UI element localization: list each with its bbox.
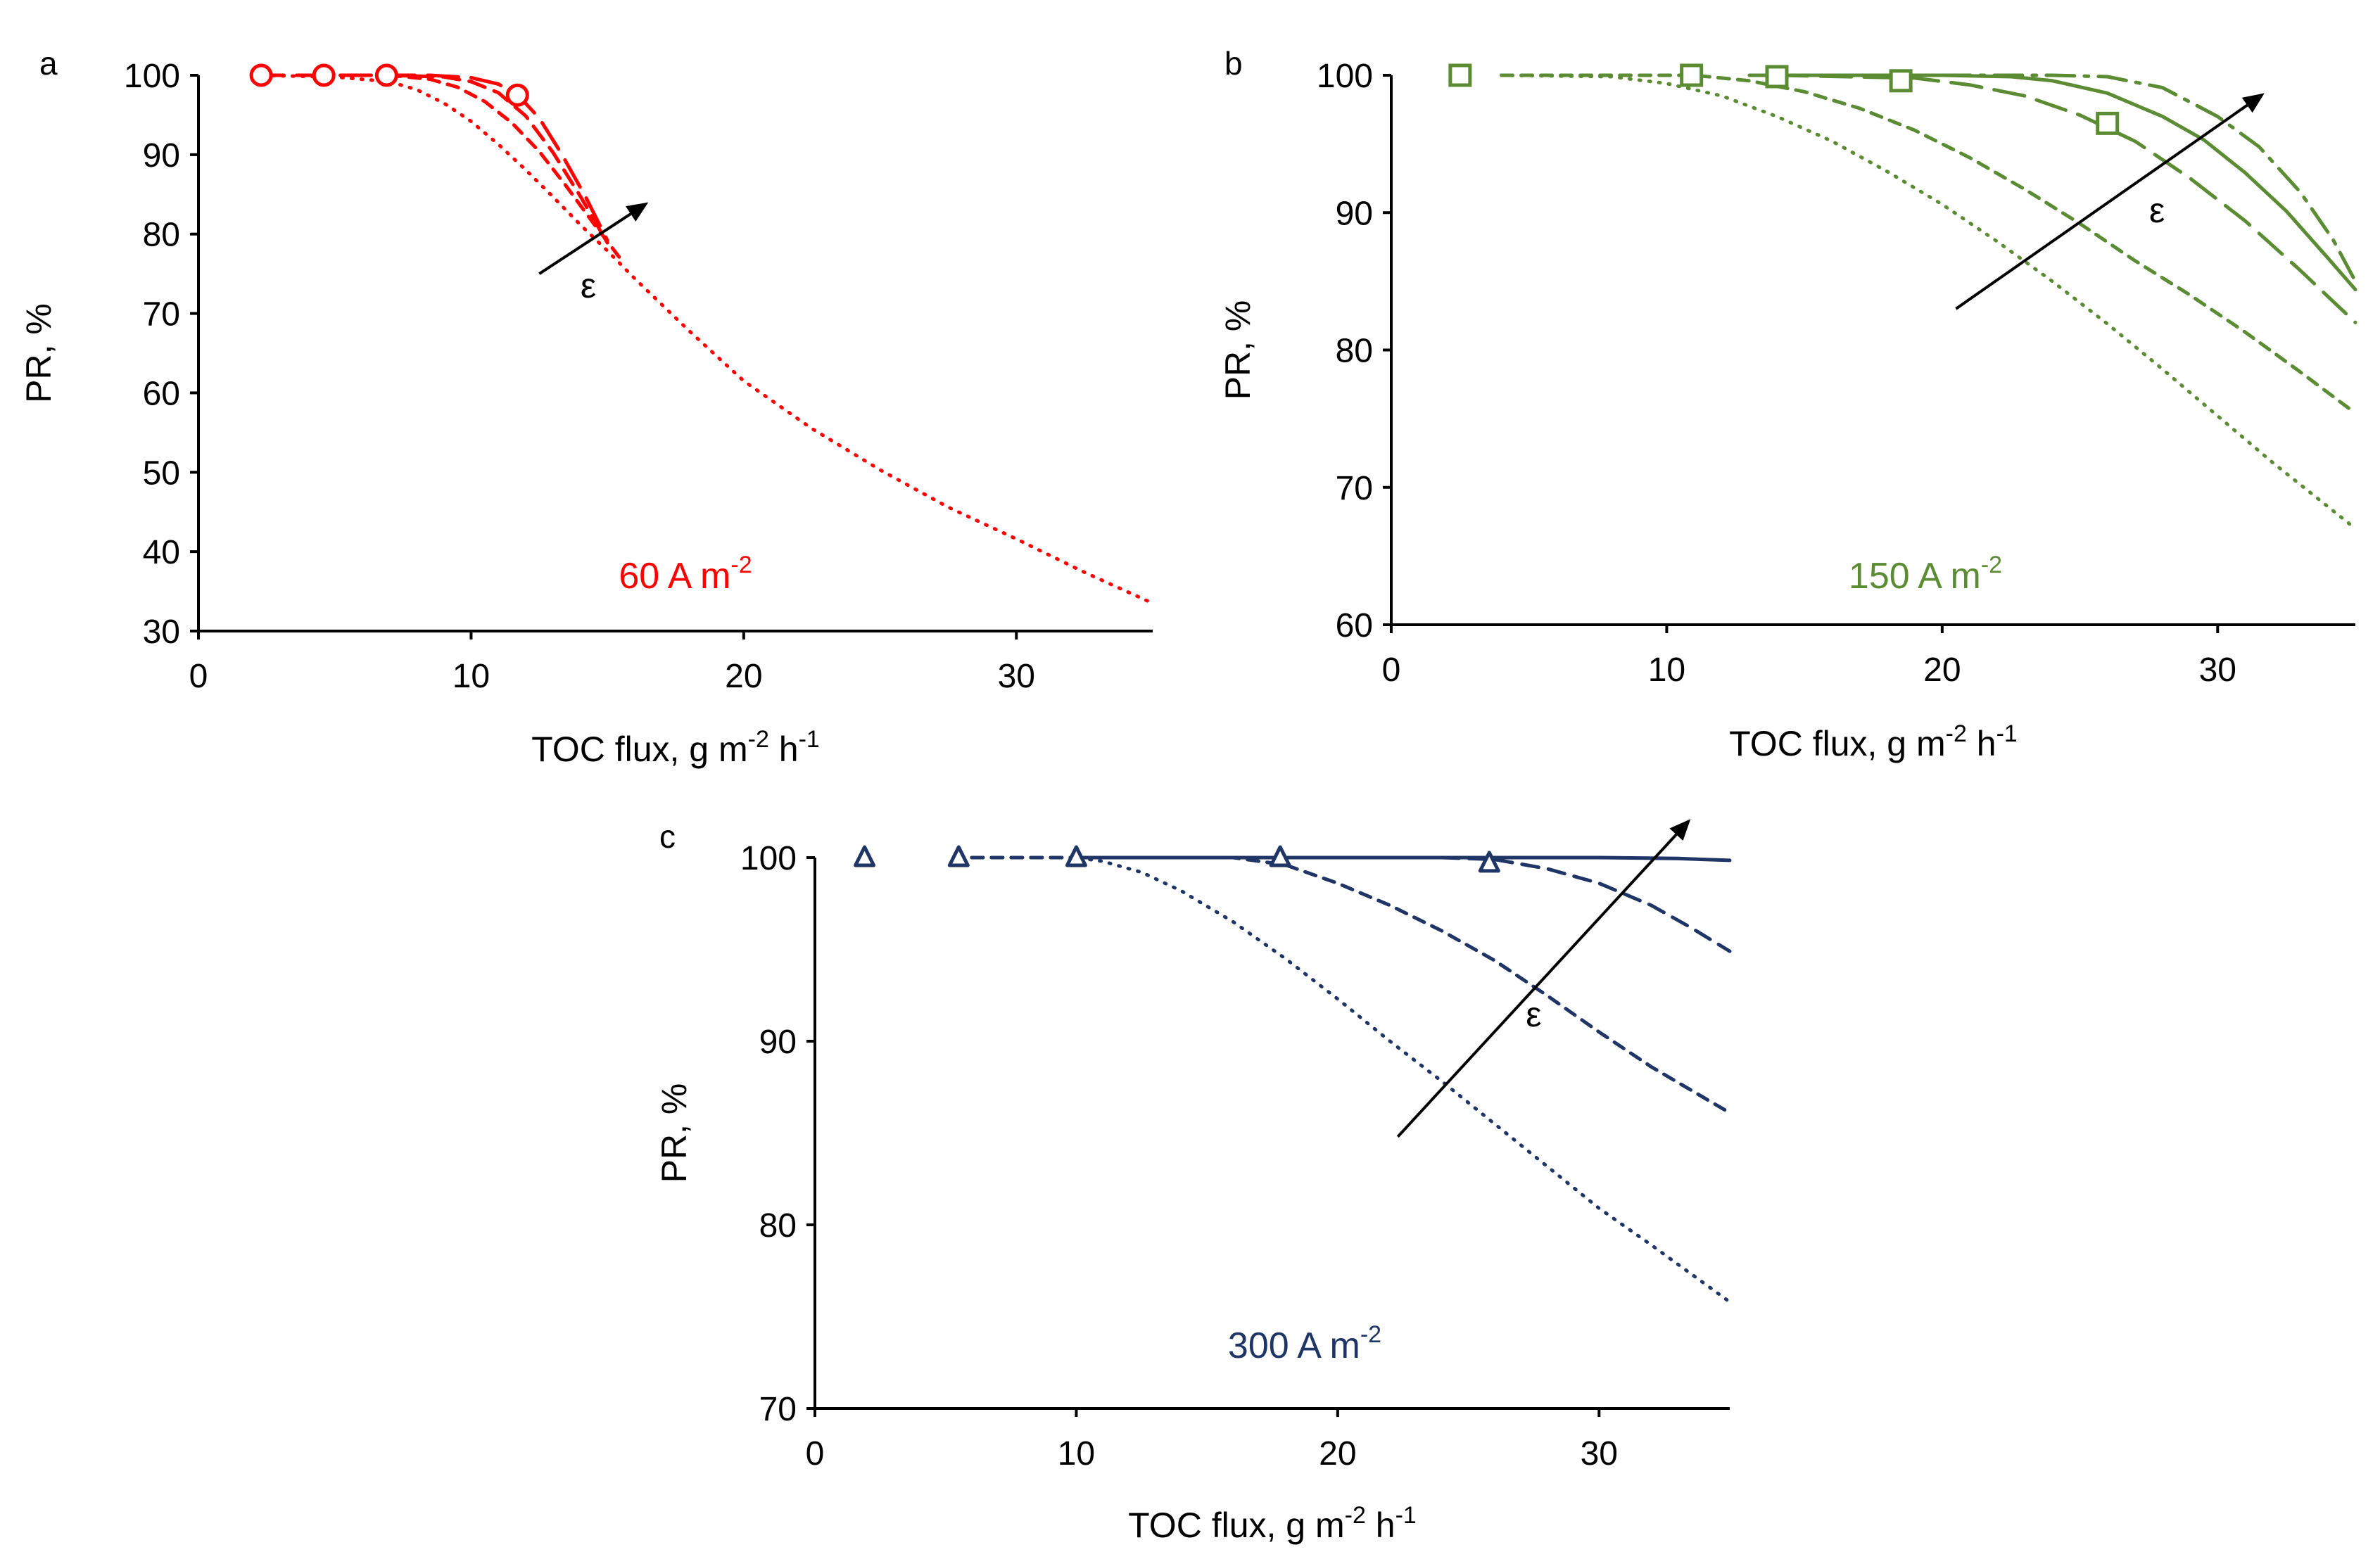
panel-letter: b <box>1224 45 1243 82</box>
x-tick-label: 10 <box>1648 651 1685 689</box>
y-tick-label: 70 <box>143 296 180 333</box>
current-density-label: 150 A m-2 <box>1849 552 2002 597</box>
epsilon-arrow-head <box>626 202 649 222</box>
y-tick-label: 30 <box>143 613 180 651</box>
x-axis-title-sup: -1 <box>1395 1502 1417 1529</box>
data-marker <box>1269 845 1291 867</box>
x-axis-title-sup: -2 <box>1345 1502 1366 1529</box>
x-tick-label: 30 <box>2199 651 2236 689</box>
current-density-sup: -2 <box>730 552 752 578</box>
data-marker <box>1765 65 1789 89</box>
y-tick-label: 80 <box>143 217 180 254</box>
epsilon-arrow-shaft <box>538 212 632 275</box>
panel-letter: c <box>659 818 676 855</box>
current-density-sup: -2 <box>1360 1321 1381 1348</box>
epsilon-label: ε <box>2149 191 2165 230</box>
series-line-solid <box>1747 73 2357 292</box>
data-marker <box>249 63 273 87</box>
data-marker <box>1680 63 1704 87</box>
data-marker <box>2096 111 2120 135</box>
series-line-dotted <box>251 73 1155 605</box>
y-tick-label: 70 <box>1336 470 1373 507</box>
x-axis-title: TOC flux, g m-2 h-1 <box>1729 720 2018 763</box>
series-line-medium-dashed <box>387 73 609 245</box>
x-axis-title-sup: -1 <box>1996 720 2018 747</box>
data-marker <box>312 63 336 87</box>
x-axis-title-sup: -2 <box>1946 720 1967 747</box>
y-tick-label: 60 <box>143 375 180 412</box>
x-axis-title-text: h <box>769 730 799 769</box>
y-axis-title: PR, % <box>1218 300 1258 400</box>
epsilon-arrow-shaft <box>1955 103 2248 310</box>
epsilon-label: ε <box>581 266 596 305</box>
x-tick-label: 0 <box>189 658 208 695</box>
series-line-long-dashed <box>251 73 609 243</box>
data-marker <box>1065 845 1087 867</box>
x-axis-title-text: TOC flux, g m <box>1128 1506 1344 1545</box>
x-axis-title-text: TOC flux, g m <box>531 730 747 769</box>
x-tick-label: 0 <box>806 1435 825 1472</box>
x-axis-title-text: h <box>1366 1506 1395 1545</box>
data-marker <box>947 845 970 867</box>
current-density-sup: -2 <box>1981 552 2002 578</box>
x-axis-title-text: TOC flux, g m <box>1729 724 1945 763</box>
current-density-label: 60 A m-2 <box>619 552 752 597</box>
x-tick-label: 20 <box>1923 651 1961 689</box>
y-axis-title: PR, % <box>654 1083 694 1183</box>
x-tick-label: 20 <box>1319 1435 1356 1472</box>
y-axis-title: PR, % <box>19 303 58 403</box>
data-marker <box>1448 63 1472 87</box>
epsilon-arrow-head <box>2241 93 2265 113</box>
y-tick-label: 90 <box>759 1024 797 1061</box>
y-tick-label: 70 <box>759 1391 797 1428</box>
series-line-solid <box>1074 855 1732 863</box>
x-tick-label: 10 <box>452 658 490 695</box>
x-tick-label: 10 <box>1058 1435 1095 1472</box>
y-tick-label: 90 <box>143 137 180 174</box>
y-tick-label: 50 <box>143 454 180 492</box>
current-density-text: 300 A m <box>1228 1325 1360 1366</box>
current-density-text: 60 A m <box>619 556 730 597</box>
series-line-long-dashed <box>1775 73 2357 324</box>
y-tick-label: 60 <box>1336 607 1373 644</box>
series-line-dash-dot <box>1940 73 2357 284</box>
data-marker <box>854 845 876 867</box>
series-line-dotted <box>970 855 1732 1304</box>
x-axis-title-text: h <box>1967 724 1996 763</box>
epsilon-label: ε <box>1526 995 1541 1034</box>
epsilon-arrow-shaft <box>1396 833 1678 1138</box>
data-marker <box>1889 69 1913 93</box>
current-density-text: 150 A m <box>1849 556 1981 597</box>
x-tick-label: 20 <box>725 658 762 695</box>
y-tick-label: 40 <box>143 534 180 571</box>
panel-letter: a <box>39 45 58 82</box>
y-tick-label: 100 <box>1317 58 1373 95</box>
series-line-short-dashed <box>1500 73 2357 415</box>
data-marker <box>374 63 398 87</box>
y-tick-label: 100 <box>740 840 797 877</box>
x-axis-title-sup: -1 <box>799 726 820 753</box>
series-line-short-dashed <box>387 73 623 262</box>
x-tick-label: 0 <box>1382 651 1401 689</box>
series-line-dotted <box>1500 73 2357 530</box>
epsilon-arrow-head <box>1669 819 1691 841</box>
y-tick-label: 80 <box>759 1207 797 1245</box>
series-line-short-dashed <box>970 855 1732 1115</box>
y-tick-label: 80 <box>1336 333 1373 370</box>
data-marker <box>1478 851 1500 873</box>
x-axis-title: TOC flux, g m-2 h-1 <box>531 726 820 769</box>
current-density-label: 300 A m-2 <box>1228 1321 1381 1366</box>
x-tick-label: 30 <box>1581 1435 1618 1472</box>
x-axis-title: TOC flux, g m-2 h-1 <box>1128 1502 1417 1545</box>
x-tick-label: 30 <box>998 658 1035 695</box>
x-axis-title-sup: -2 <box>748 726 769 753</box>
y-tick-label: 90 <box>1336 195 1373 232</box>
data-marker <box>505 83 529 107</box>
y-tick-label: 100 <box>124 58 180 95</box>
